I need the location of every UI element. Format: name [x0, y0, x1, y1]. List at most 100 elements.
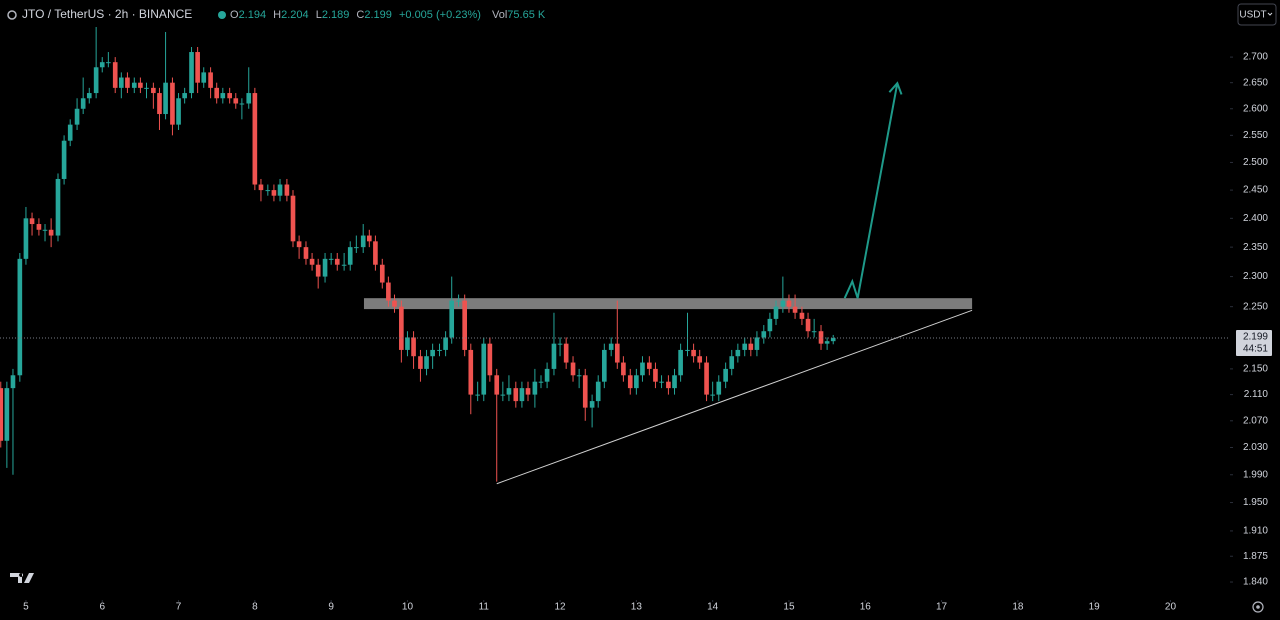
candle-body [424, 356, 429, 369]
x-tick-label: 5 [23, 602, 29, 613]
candle-body [0, 388, 4, 441]
candle-body [634, 375, 639, 389]
candle-body [811, 331, 817, 333]
x-tick-label: 17 [936, 602, 948, 613]
candle-body [462, 300, 468, 350]
y-tick-label: 2.400 [1243, 213, 1268, 224]
candle-body [233, 98, 239, 104]
candle-body [80, 98, 86, 109]
candle-body [328, 258, 334, 260]
candle-body [61, 140, 67, 179]
candle-body [799, 312, 805, 319]
candle-body [697, 356, 703, 363]
settings-button[interactable] [1252, 601, 1264, 613]
candle-body [563, 343, 569, 363]
candle-body [487, 343, 493, 376]
candle-body [742, 343, 748, 350]
candle-body [23, 218, 29, 259]
candle-body [182, 93, 187, 99]
candle-body [437, 349, 442, 351]
arrow-path [843, 83, 899, 299]
candle-body [296, 241, 302, 248]
candle-body [824, 341, 830, 344]
candle-body [214, 87, 220, 99]
candle-body [119, 77, 124, 88]
candle-body [830, 338, 836, 342]
symbol[interactable]: JTO / TetherUS · 2h · BINANCE [22, 7, 192, 21]
candle-body [538, 381, 544, 383]
x-tick-label: 20 [1165, 602, 1177, 613]
candle-body [748, 343, 754, 350]
settings-button-dot[interactable] [1256, 605, 1260, 609]
candle-body [627, 375, 633, 389]
countdown: 44:51 [1243, 344, 1268, 355]
open-value: 2.194 [239, 9, 267, 21]
x-tick-label: 18 [1012, 602, 1024, 613]
candle-body [456, 300, 461, 302]
currency-label[interactable]: USDT [1239, 10, 1266, 21]
x-tick-label: 9 [328, 602, 334, 613]
candle-body [258, 184, 264, 191]
x-tick-label: 11 [479, 602, 490, 613]
candle-body [735, 349, 741, 357]
y-tick-label: 2.550 [1243, 130, 1268, 141]
candle-body [334, 258, 340, 265]
x-tick-label: 14 [707, 602, 719, 613]
symbol-icon[interactable] [7, 10, 17, 20]
candle-body [277, 184, 283, 196]
last-price-label: 2.199 [1243, 332, 1268, 343]
x-tick-label: 19 [1089, 602, 1101, 613]
candle-body [513, 388, 519, 402]
candle-body [220, 93, 226, 99]
currency-button[interactable] [1237, 3, 1277, 26]
candle-body [608, 343, 614, 350]
candle-body [106, 62, 111, 64]
candle-body [17, 258, 23, 376]
low-value: 2.189 [322, 9, 350, 21]
candle-body [284, 184, 290, 196]
high-value: 2.204 [281, 9, 309, 21]
x-tick-label: 13 [631, 602, 643, 613]
candle-body [601, 349, 607, 382]
candle-body [761, 331, 767, 338]
candle-body [691, 349, 696, 357]
candle-body [582, 375, 588, 408]
candle-body [170, 82, 175, 125]
candle-body [786, 300, 792, 307]
candle-body [86, 93, 92, 99]
candle-body [55, 178, 61, 236]
candle-body [125, 77, 130, 88]
arrow-head [888, 81, 903, 95]
y-tick-label: 2.500 [1243, 157, 1268, 168]
currency-caret[interactable] [1267, 12, 1273, 16]
y-tick-label: 2.070 [1243, 415, 1268, 426]
candle-body [544, 368, 550, 382]
candle-body [201, 72, 207, 83]
candle-body [373, 241, 378, 265]
candle-body [405, 337, 410, 350]
candle-body [252, 93, 258, 185]
candle-body [653, 368, 658, 382]
candle-body [227, 93, 232, 99]
candle-body [341, 264, 347, 266]
candle-body [42, 229, 48, 231]
candle-body [366, 235, 372, 242]
logo[interactable] [10, 573, 34, 583]
x-tick-label: 12 [554, 602, 566, 613]
candle-body [640, 362, 645, 376]
candle-body [525, 388, 531, 395]
x-tick-label: 8 [252, 602, 258, 613]
candle-body [506, 388, 512, 395]
candle-body [36, 224, 42, 230]
candle-body [246, 93, 252, 104]
candle-body [157, 93, 162, 115]
x-tick-label: 16 [860, 602, 872, 613]
candle-body [265, 190, 271, 192]
candle-body [144, 87, 149, 89]
candle-body [468, 349, 474, 395]
candle-body [93, 67, 99, 94]
candle-body [557, 343, 563, 345]
y-tick-label: 2.110 [1244, 389, 1269, 400]
candle-body [678, 349, 683, 376]
